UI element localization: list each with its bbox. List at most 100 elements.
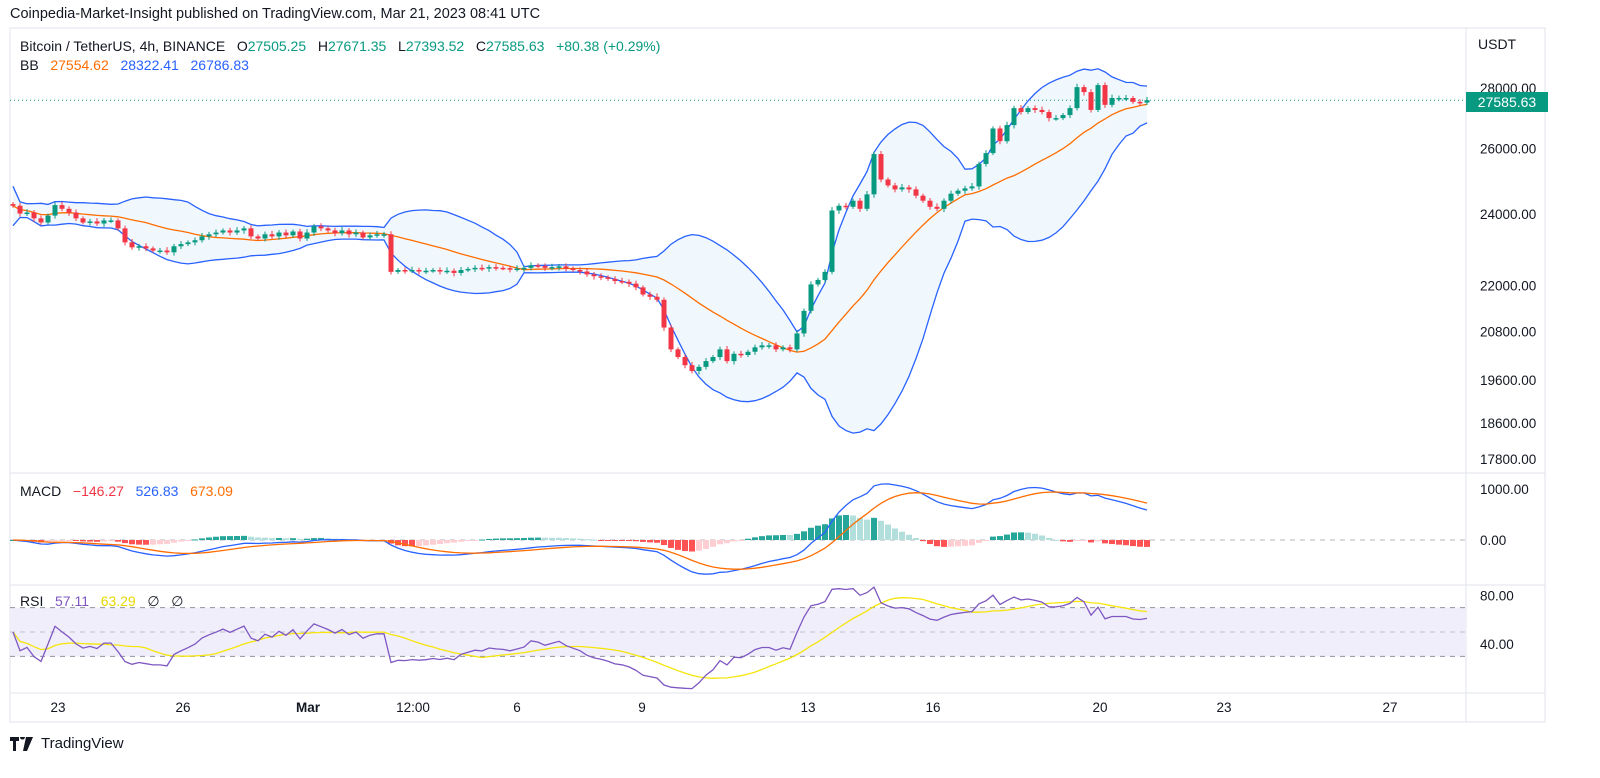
candle-body [269,234,275,237]
candle [1074,83,1080,111]
candle-body [731,353,737,362]
candle [290,229,296,238]
macd-histogram-bar [1074,540,1080,541]
macd-histogram-bar [1004,534,1010,540]
candle-body [822,271,828,280]
candle [472,265,478,272]
candle [241,225,247,234]
candle [199,233,205,243]
bb-label[interactable]: BB [20,57,39,73]
candle-body [528,265,534,268]
publish-line: Coinpedia-Market-Insight published on Tr… [10,6,541,22]
macd-histogram-bar [402,540,408,547]
close-value: 27585.63 [486,38,545,54]
macd-histogram-bar [115,540,121,542]
macd-histogram-bar [892,528,898,540]
macd-tick-label: 0.00 [1480,533,1506,548]
candle-body [857,200,863,209]
rsi-label[interactable]: RSI [20,593,44,609]
candle [535,263,541,269]
candle-body [794,333,800,350]
candle [752,344,758,355]
rsi-value: 57.11 [55,593,90,609]
candle [913,186,919,199]
candle-body [934,206,940,209]
candle [255,234,261,241]
candle-body [549,267,555,269]
macd-histogram-bar [808,527,814,540]
macd-histogram-bar [920,540,926,542]
candle [1130,95,1136,104]
candle-body [815,279,821,285]
candle [206,231,212,240]
candle [1060,113,1066,121]
macd-histogram-bar [234,535,240,540]
candle [647,291,653,300]
candle [402,267,408,274]
tradingview-logo[interactable]: TradingView [10,735,124,752]
candle [80,216,86,225]
candle [136,243,142,251]
macd-histogram-bar [591,539,597,541]
candle [815,277,821,287]
macd-histogram-bar [794,533,800,540]
candle-body [1011,108,1017,126]
candle [178,241,184,249]
candle-body [479,267,485,270]
candle [724,346,730,364]
macd-histogram-bar [899,531,905,540]
candle [1109,94,1115,108]
candle-body [640,287,646,295]
macd-histogram-bar [430,540,436,545]
candle [325,226,331,233]
candle-body [220,230,226,233]
candle-body [486,267,492,269]
candle [500,265,506,271]
macd-label[interactable]: MACD [20,483,62,499]
candle [689,361,695,374]
candle [353,229,359,237]
candle [1067,105,1073,119]
macd-histogram-bar [633,540,639,542]
macd-histogram-bar [101,540,107,542]
candle [633,280,639,291]
candle-body [332,230,338,234]
candle [654,293,660,303]
candle-body [1095,85,1101,110]
candle-body [234,230,240,233]
candle [962,185,968,194]
macd-histogram-bar [108,540,114,542]
candle [787,344,793,353]
candle [843,202,849,210]
macd-histogram-bar [801,531,807,540]
candle-body [976,163,982,187]
candle [976,161,982,190]
candle [45,213,51,225]
candle-body [94,221,100,224]
candle [185,240,191,247]
currency-label: USDT [1478,36,1517,52]
candle [955,188,961,196]
macd-histogram-bar [136,540,142,545]
candle-body [787,347,793,350]
candle [1032,105,1038,113]
candle [430,267,436,273]
ohlc-legend: Bitcoin / TetherUS, 4h, BINANCE O27505.2… [20,38,660,54]
candle [1144,96,1150,105]
candle [948,190,954,204]
candle [668,324,674,353]
macd-histogram-bar [815,525,821,540]
macd-histogram-bar [542,537,548,540]
candle-body [1053,118,1059,120]
macd-histogram-bar [675,540,681,550]
candle [283,229,289,239]
macd-histogram-bar [143,540,149,545]
candle [990,126,996,156]
symbol-label[interactable]: Bitcoin / TetherUS, 4h, BINANCE [20,38,226,54]
candle [528,262,534,271]
macd-histogram-bar [1088,540,1094,543]
candle-body [808,284,814,311]
macd-histogram-bar [185,540,191,541]
candle-body [402,270,408,272]
